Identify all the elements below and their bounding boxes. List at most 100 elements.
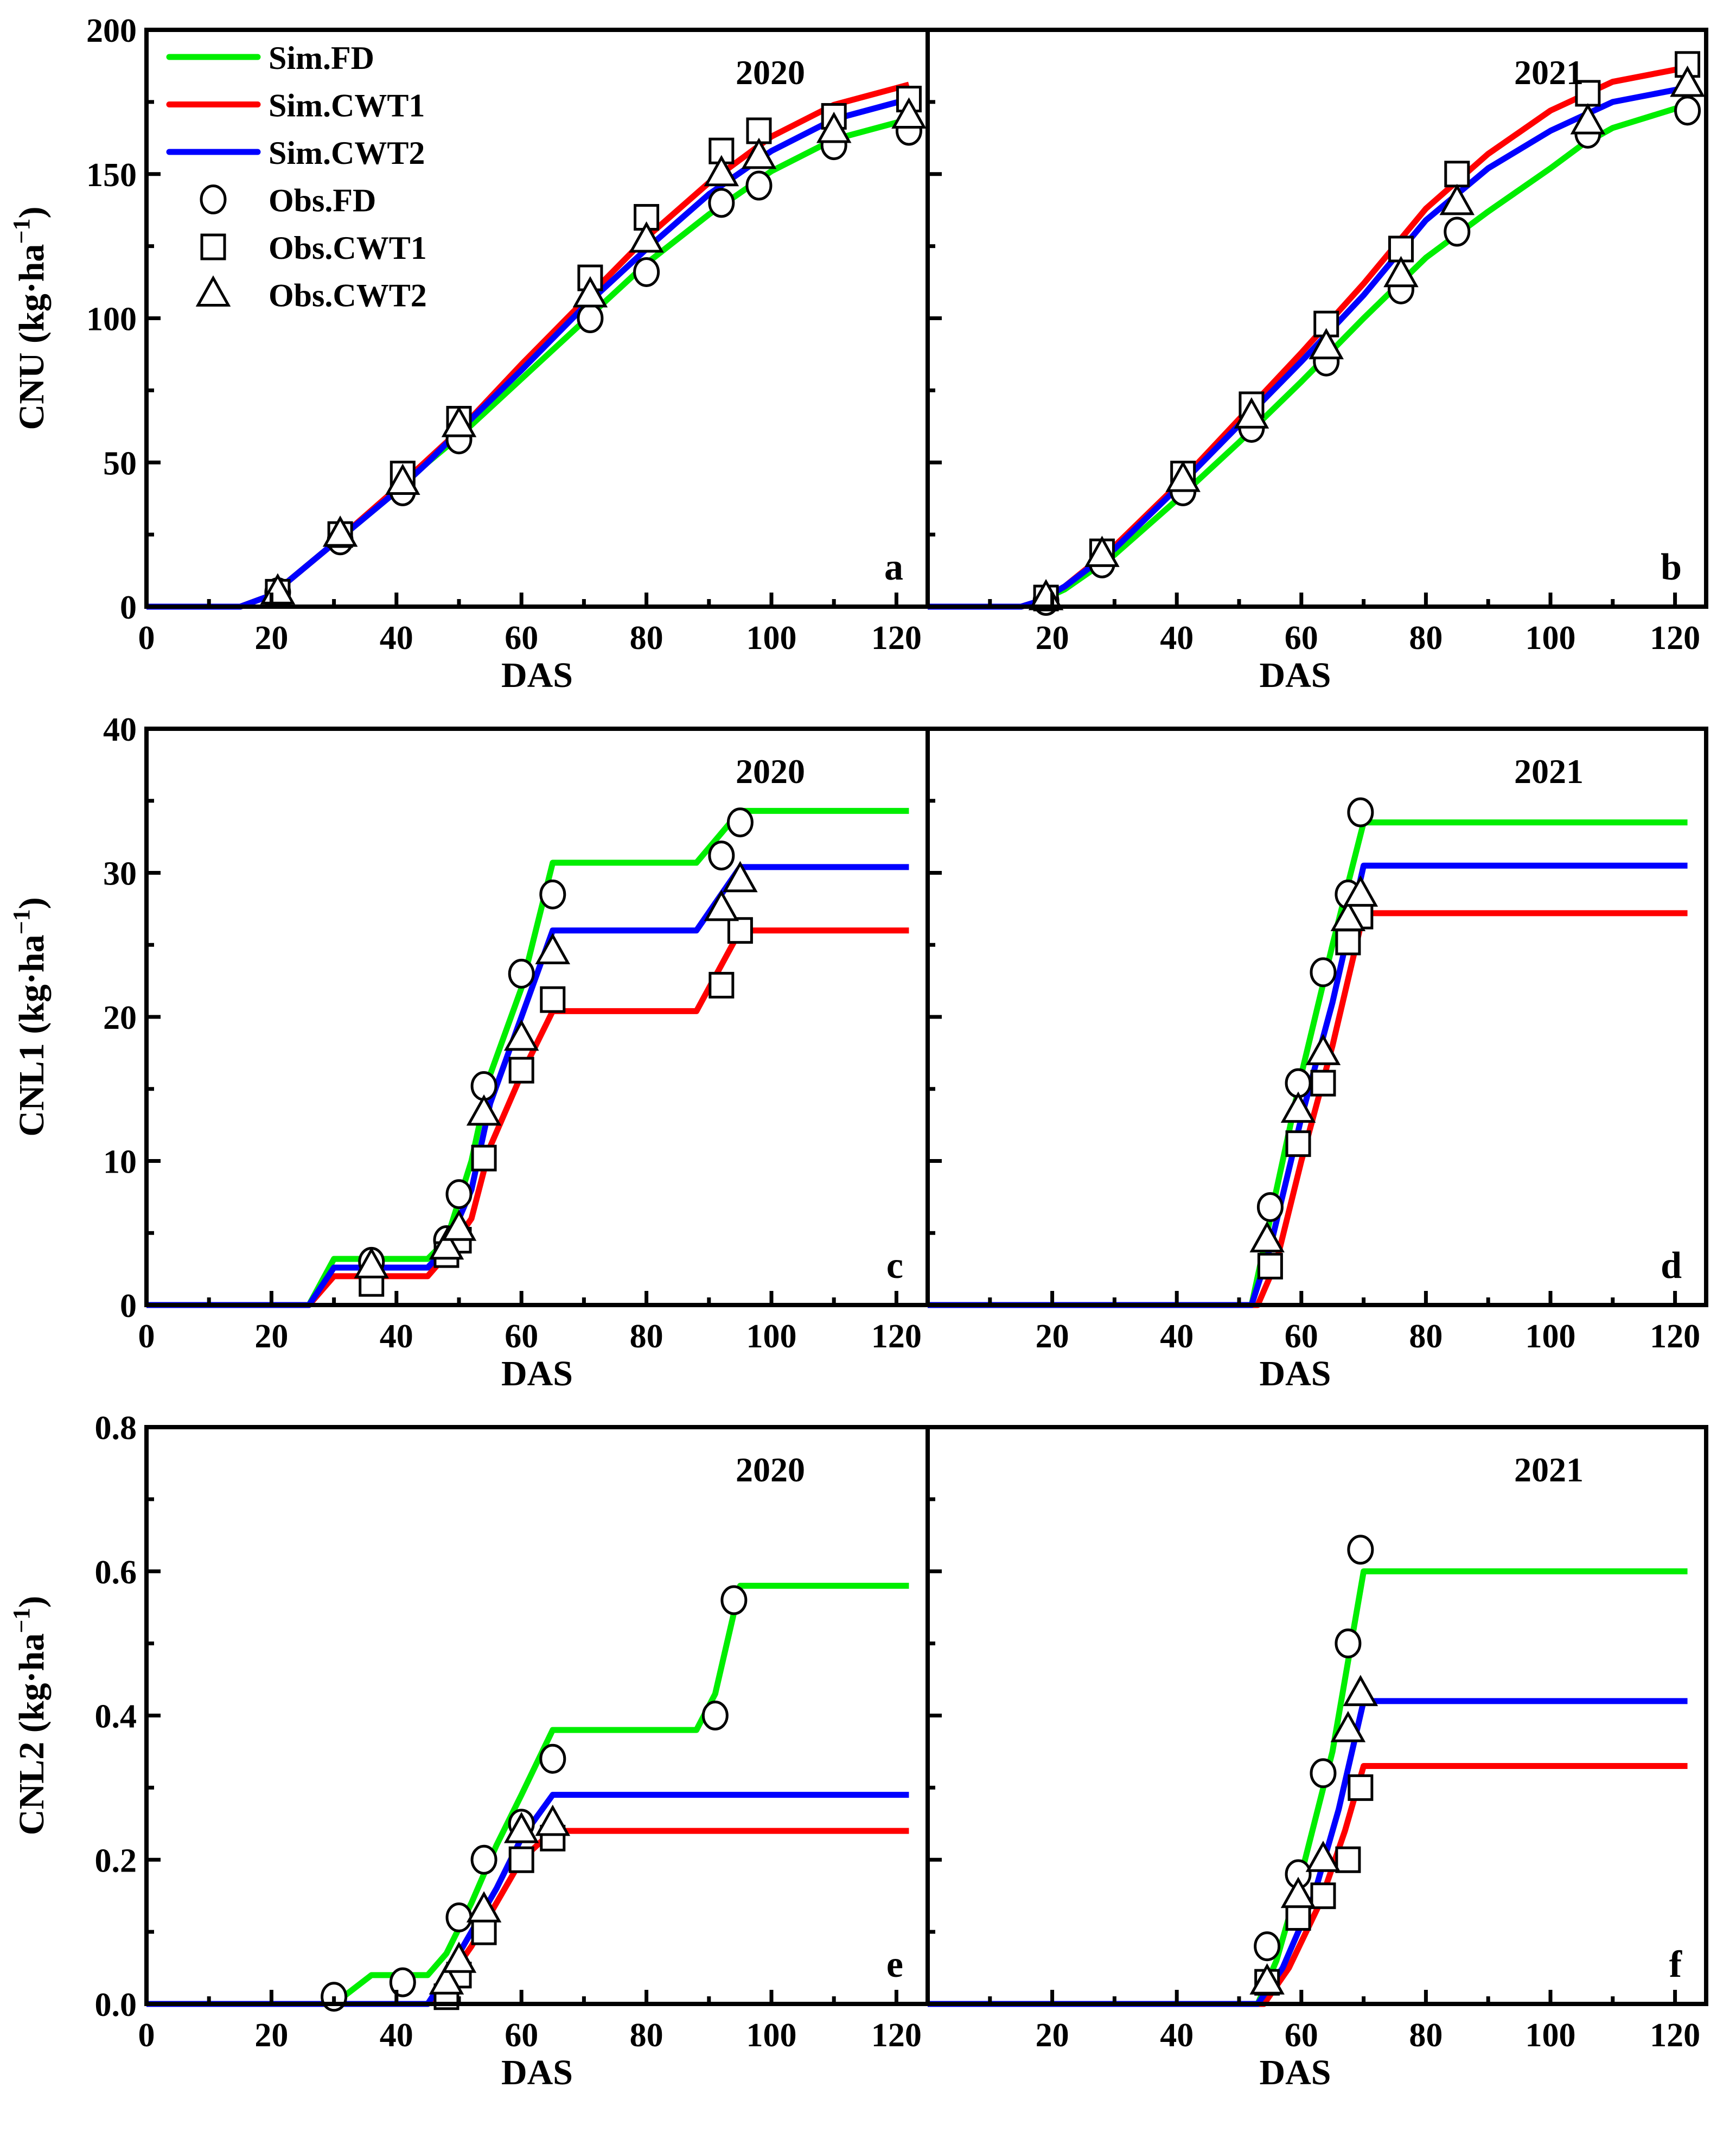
data-point-obs-fd: [708, 841, 735, 871]
x-tick-label: 120: [1650, 1318, 1700, 1355]
data-point-obs-cwt2: [441, 406, 477, 437]
data-point-obs-fd: [577, 303, 604, 333]
x-tick-label: 20: [254, 1318, 288, 1355]
x-tick-label: 100: [1526, 620, 1576, 657]
data-point-obs-cwt1: [1310, 1882, 1336, 1910]
data-point-obs-fd: [508, 958, 535, 989]
data-point-obs-fd: [1256, 1192, 1284, 1222]
data-point-obs-cwt2: [441, 1210, 477, 1241]
legend-marker-circle: [200, 184, 227, 214]
data-point-obs-cwt1: [471, 1144, 497, 1172]
x-tick-label: 20: [254, 2017, 288, 2054]
x-tick-label: 40: [380, 1318, 413, 1355]
data-point-obs-cwt2: [1343, 1675, 1378, 1707]
x-tick-label: 100: [746, 2017, 797, 2054]
x-tick-label: 60: [1285, 1318, 1318, 1355]
y-axis-label-close: ): [12, 897, 52, 909]
x-axis-label: DAS: [1259, 1354, 1331, 1393]
data-point-obs-cwt2: [466, 1094, 502, 1126]
legend-label: Sim.FD: [269, 40, 374, 76]
panel-letter: e: [886, 1944, 903, 1985]
data-point-obs-fd: [745, 170, 773, 201]
data-point-obs-cwt2: [1280, 1876, 1316, 1908]
data-point-obs-cwt2: [1670, 65, 1705, 97]
data-point-obs-cwt2: [503, 1811, 539, 1843]
x-axis-label: DAS: [501, 655, 573, 695]
data-point-obs-cwt2: [1165, 461, 1201, 492]
series-markers-obs-cwt2: [1249, 875, 1378, 1253]
series-line-sim-cwt1: [928, 1763, 1688, 2007]
y-axis-label-main: CNL2 (kg·ha: [12, 1633, 52, 1835]
x-tick-label: 60: [1285, 620, 1318, 657]
data-point-obs-cwt2: [429, 1963, 464, 1995]
panel-e: 0 20 40 60 80 100 120 0.0 0.2 0.4 0.6 0.8 DAS CNL2 (k…: [8, 1410, 930, 2092]
year-label: 2021: [1514, 53, 1584, 92]
x-axis-label: DAS: [1259, 2053, 1331, 2092]
data-point-obs-cwt1: [1257, 1252, 1283, 1280]
data-point-obs-cwt1: [727, 917, 753, 944]
data-point-obs-cwt2: [1280, 1091, 1316, 1123]
y-tick-label: 40: [103, 711, 137, 748]
data-point-obs-cwt2: [1305, 1034, 1341, 1065]
data-point-obs-cwt2: [1249, 1963, 1285, 1995]
y-axis-label-close: ): [12, 207, 52, 219]
x-tick-label: 100: [1526, 2017, 1576, 2054]
data-point-obs-cwt2: [816, 111, 852, 143]
data-point-obs-cwt2: [704, 155, 739, 187]
year-label: 2021: [1514, 752, 1584, 791]
legend-label: Obs.FD: [269, 183, 376, 219]
y-axis-label-main: CNU (kg·ha: [12, 244, 52, 430]
legend-item-obs-cwt1: Obs.CWT1: [200, 230, 427, 266]
panel-c: 0 20 40 60 80 100 120 0 10 20 30 40 DAS CNL1 (kg·ha−1…: [8, 711, 930, 1393]
series-markers-obs-cwt1: [359, 917, 753, 1297]
panel-letter: f: [1669, 1944, 1682, 1985]
data-point-obs-fd: [1347, 797, 1374, 828]
series-markers-obs-fd: [358, 807, 754, 1277]
series-line-sim-fd: [928, 1568, 1688, 2007]
x-tick-label: 60: [505, 2017, 538, 2054]
data-point-obs-cwt2: [535, 933, 571, 965]
data-point-obs-cwt1: [508, 1846, 534, 1873]
x-tick-label: 100: [746, 1318, 797, 1355]
data-point-obs-cwt2: [322, 516, 358, 547]
x-tick-label: 80: [630, 620, 663, 657]
data-point-obs-cwt1: [1335, 1846, 1361, 1873]
data-point-obs-fd: [539, 1743, 566, 1774]
x-tick-label: 20: [1036, 2017, 1069, 2054]
legend: Sim.FD Sim.CWT1 Sim.CWT2 Obs.FD Obs.CWT1 Obs.…: [166, 40, 427, 314]
x-tick-label: 40: [380, 2017, 413, 2054]
x-tick-label: 0: [138, 2017, 155, 2054]
legend-label: Obs.CWT2: [269, 278, 427, 314]
data-point-obs-fd: [1310, 957, 1337, 988]
data-point-obs-cwt2: [1439, 183, 1475, 215]
series-line-sim-cwt2: [146, 96, 910, 610]
y-axis-label: CNL1 (kg·ha−1): [8, 897, 52, 1136]
year-label: 2020: [736, 752, 805, 791]
legend-label: Sim.CWT1: [269, 88, 425, 124]
data-point-obs-cwt2: [741, 137, 777, 169]
data-point-obs-fd: [701, 1701, 729, 1730]
data-point-obs-fd: [445, 1179, 473, 1210]
series-markers-obs-cwt2: [354, 861, 758, 1278]
data-point-obs-cwt2: [1343, 875, 1378, 907]
y-axis-label-main: CNL1 (kg·ha: [12, 934, 52, 1136]
data-point-obs-cwt2: [704, 889, 739, 921]
series-line-sim-fd: [146, 1582, 909, 2007]
y-tick-label: 0: [120, 589, 137, 626]
data-point-obs-cwt2: [385, 463, 420, 495]
x-tick-label: 0: [138, 1318, 155, 1355]
x-tick-label: 60: [1285, 2017, 1318, 2054]
x-tick-label: 60: [505, 620, 538, 657]
data-point-obs-cwt2: [1249, 1221, 1285, 1253]
data-point-obs-cwt1: [508, 1057, 534, 1084]
data-point-obs-cwt1: [709, 972, 735, 999]
data-point-obs-cwt1: [1444, 161, 1470, 188]
x-tick-label: 120: [1650, 620, 1700, 657]
year-label: 2021: [1514, 1450, 1584, 1489]
data-point-obs-fd: [539, 879, 566, 909]
x-tick-label: 120: [871, 2017, 922, 2054]
panel-f: 20 40 60 80 100 120 DAS 2021 f: [926, 1425, 1708, 2092]
data-point-obs-cwt2: [1383, 256, 1419, 288]
x-tick-label: 80: [1409, 2017, 1443, 2054]
y-axis-label-superscript: −1: [8, 219, 35, 244]
